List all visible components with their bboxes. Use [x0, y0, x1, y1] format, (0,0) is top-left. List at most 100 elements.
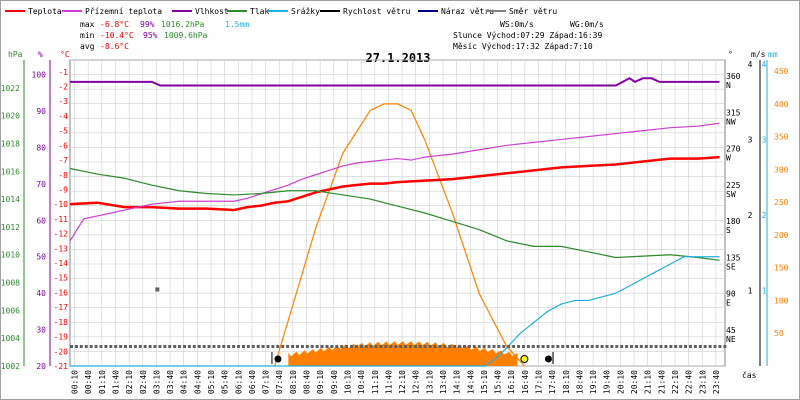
wind-direction-dot	[295, 345, 299, 348]
wind-direction-dot	[124, 345, 128, 348]
x-tick-label: 12:10	[398, 370, 407, 394]
dir-axis-unit: °	[728, 50, 733, 59]
wind-direction-dot	[256, 345, 260, 348]
x-tick-label: 11:10	[371, 370, 380, 394]
wind-direction-dot	[286, 345, 290, 348]
moonset-marker	[274, 355, 282, 363]
series-line-3	[69, 167, 720, 261]
mm-axis-tick: 4	[762, 60, 767, 69]
wind-direction-dot	[128, 345, 132, 348]
wind-direction-dot	[718, 345, 722, 348]
hpa-axis-unit: hPa	[8, 50, 23, 59]
wind-direction-dot	[438, 345, 442, 348]
degc-axis-tick: -9	[58, 185, 68, 194]
x-tick-label: 01:40	[111, 370, 120, 394]
wind-direction-dot	[600, 345, 604, 348]
wind-direction-dot	[507, 345, 511, 348]
wind-direction-dot	[187, 345, 191, 348]
wind-direction-dot	[487, 345, 491, 348]
x-tick-label: 04:10	[180, 370, 189, 394]
series-line-0	[69, 155, 720, 212]
degc-axis-tick: -16	[54, 288, 69, 297]
wind-direction-dot	[517, 345, 521, 348]
wind-direction-dot	[325, 345, 329, 348]
x-tick-label: 04:40	[193, 370, 202, 394]
dir-axis-tick: 180	[726, 217, 741, 226]
wind-direction-dot	[556, 345, 560, 348]
chart-title: 27.1.2013	[365, 51, 430, 65]
wind-direction-dot	[644, 345, 648, 348]
moonrise-marker	[544, 355, 552, 363]
degc-axis-tick: -3	[58, 97, 68, 106]
degc-axis-tick: -19	[54, 333, 69, 342]
wind-direction-dot	[168, 345, 172, 348]
wind-direction-dot	[546, 345, 550, 348]
wind-direction-dot	[634, 345, 638, 348]
wind-direction-dot	[399, 345, 403, 348]
hpa-axis-tick: 1002	[1, 362, 20, 371]
pct-axis-tick: 70	[36, 180, 46, 189]
wind-direction-dot	[222, 345, 226, 348]
wind-direction-dot	[649, 345, 653, 348]
degc-axis-tick: -8	[58, 171, 68, 180]
stat-min-hum: 95%	[143, 31, 158, 40]
degc-axis-tick: -18	[54, 318, 69, 327]
wind-direction-dot	[281, 345, 285, 348]
stats-panel: max -6.8°C 99% 1016.2hPa 1.5mm min -10.4…	[80, 20, 604, 51]
axes: 1002100410061008101010121014101610181020…	[1, 50, 789, 394]
wind-direction-dot	[364, 345, 368, 348]
legend-label: Přízemní teplota	[85, 7, 162, 16]
hpa-axis-tick: 1022	[1, 84, 20, 93]
wind-direction-dot	[374, 345, 378, 348]
wind-direction-dot	[659, 345, 663, 348]
wind-direction-dot	[89, 345, 93, 348]
stat-avg-label: avg	[80, 42, 95, 51]
wind-direction-dot	[241, 345, 245, 348]
wind-direction-dot	[379, 345, 383, 348]
wind-direction-dot	[575, 345, 579, 348]
wind-direction-dot	[359, 345, 363, 348]
x-tick-label: 23:10	[698, 370, 707, 394]
stat-max-hum: 99%	[140, 20, 155, 29]
dir-axis-tick: 360	[726, 72, 741, 81]
wind-direction-dot	[674, 345, 678, 348]
wind-direction-dot	[182, 345, 186, 348]
wind-direction-dot	[610, 345, 614, 348]
mm-axis-tick: 1	[762, 287, 767, 296]
wind-direction-dot	[389, 345, 393, 348]
markers	[271, 352, 554, 364]
wind-direction-dot	[232, 345, 236, 348]
x-tick-label: 01:10	[98, 370, 107, 394]
mm-axis-unit: mm	[768, 50, 778, 59]
stat-max-rain: 1.5mm	[225, 20, 249, 29]
wind-direction-dot	[384, 345, 388, 348]
degc-axis-tick: -7	[58, 156, 68, 165]
pct-axis-unit: %	[38, 50, 43, 59]
wind-direction-dot	[703, 345, 707, 348]
wind-direction-dot	[320, 345, 324, 348]
wind-direction-dot	[251, 345, 255, 348]
x-tick-label: 22:10	[671, 370, 680, 394]
x-tick-label: 10:10	[343, 370, 352, 394]
stat-min-temp: -10.4°C	[100, 31, 134, 40]
dir-axis-tick-dir: W	[726, 154, 731, 163]
x-axis-label: čas	[742, 370, 757, 380]
hpa-axis-tick: 1020	[1, 112, 20, 121]
stat-min-label: min	[80, 31, 95, 40]
wm2-axis-tick: 100	[774, 296, 789, 305]
wind-direction-dot	[639, 345, 643, 348]
wind-direction-dot	[104, 345, 108, 348]
x-tick-label: 09:10	[316, 370, 325, 394]
x-tick-label: 03:10	[152, 370, 161, 394]
x-tick-label: 05:10	[207, 370, 216, 394]
x-tick-label: 03:40	[166, 370, 175, 394]
x-tick-label: 14:10	[453, 370, 462, 394]
wind-direction-dot	[246, 345, 250, 348]
wind-direction-dot	[340, 345, 344, 348]
wind-direction-dot	[266, 345, 270, 348]
wind-direction-dot	[561, 345, 565, 348]
x-tick-label: 08:10	[289, 370, 298, 394]
wind-direction-dot	[369, 345, 373, 348]
wind-direction-dot	[708, 345, 712, 348]
